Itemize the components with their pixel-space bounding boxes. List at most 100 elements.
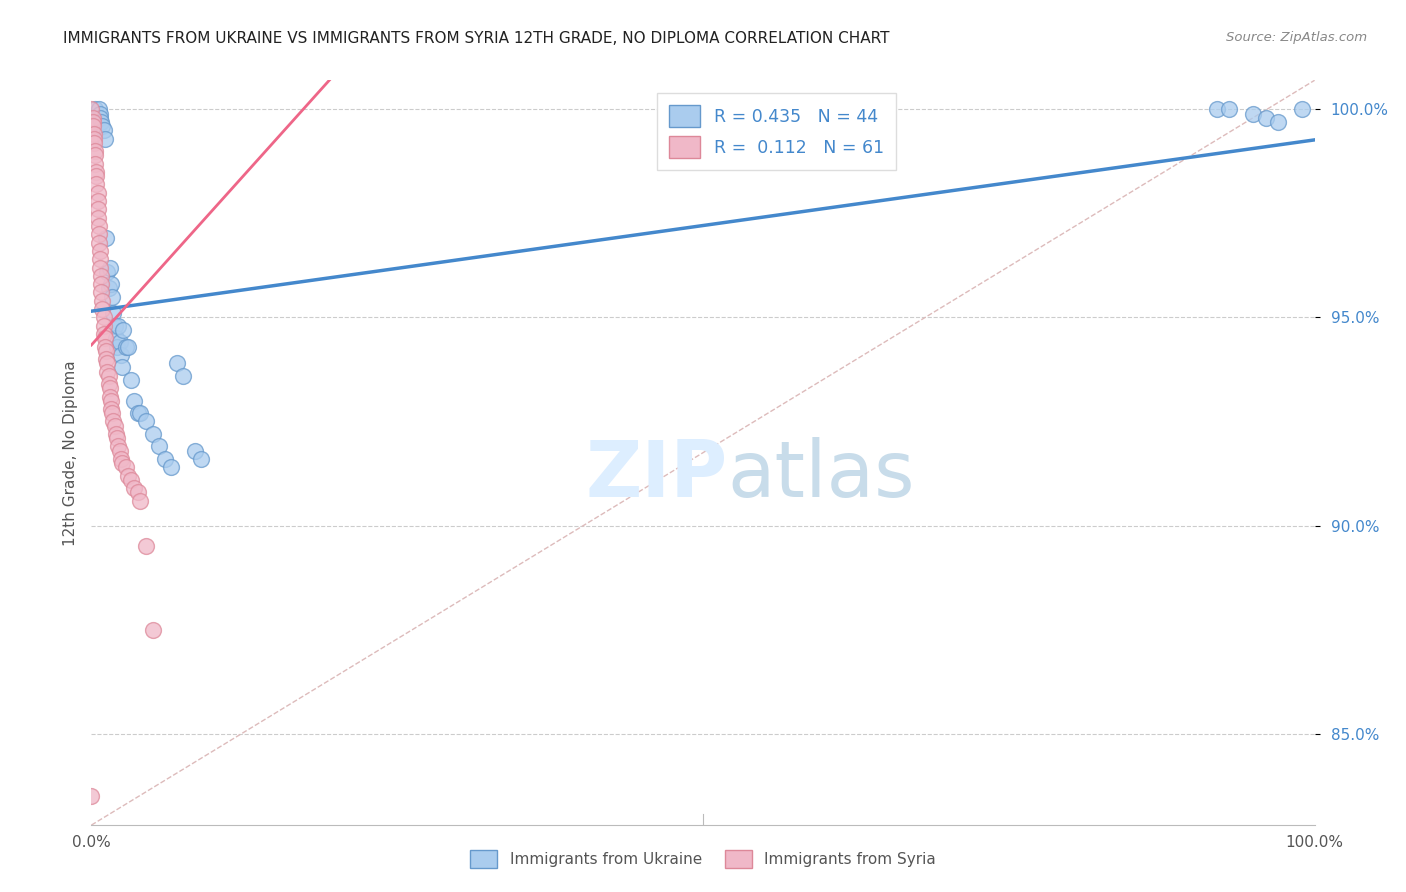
Point xyxy=(97,281,120,295)
Point xyxy=(94,352,117,367)
Point xyxy=(101,290,124,304)
Point xyxy=(104,427,127,442)
Point xyxy=(93,123,115,137)
Point xyxy=(135,539,157,553)
Point xyxy=(105,340,128,354)
Point xyxy=(94,131,117,145)
Point xyxy=(166,356,188,370)
Point xyxy=(114,460,136,475)
Point xyxy=(84,165,107,179)
Point xyxy=(94,340,117,354)
Point xyxy=(86,202,108,217)
Point xyxy=(89,244,111,258)
Y-axis label: 12th Grade, No Diploma: 12th Grade, No Diploma xyxy=(62,359,77,546)
Point xyxy=(108,335,131,350)
Point xyxy=(83,136,105,150)
Point xyxy=(90,277,112,292)
Text: atlas: atlas xyxy=(727,437,915,513)
Point xyxy=(110,348,132,362)
Point xyxy=(93,327,115,342)
Point xyxy=(104,318,127,333)
Point xyxy=(1267,115,1289,129)
Text: Source: ZipAtlas.com: Source: ZipAtlas.com xyxy=(1226,31,1367,45)
Point xyxy=(108,443,131,458)
Point xyxy=(83,128,105,142)
Point xyxy=(127,406,149,420)
Point xyxy=(112,323,135,337)
Point xyxy=(148,440,170,454)
Point xyxy=(84,178,107,192)
Legend: Immigrants from Ukraine, Immigrants from Syria: Immigrants from Ukraine, Immigrants from… xyxy=(464,844,942,873)
Point xyxy=(111,360,134,375)
Point xyxy=(93,318,115,333)
Point xyxy=(82,111,104,125)
Point xyxy=(107,318,129,333)
Point xyxy=(80,103,103,117)
Point xyxy=(84,148,107,162)
Point xyxy=(103,415,125,429)
Point xyxy=(91,119,114,133)
Point xyxy=(129,493,152,508)
Point xyxy=(153,451,176,466)
Point xyxy=(111,456,134,470)
Point xyxy=(107,440,129,454)
Point xyxy=(120,473,142,487)
Point xyxy=(84,103,107,117)
Point xyxy=(110,451,132,466)
Point xyxy=(86,211,108,225)
Point xyxy=(122,393,145,408)
Point xyxy=(94,343,117,358)
Point xyxy=(96,365,118,379)
Point xyxy=(101,406,124,420)
Point xyxy=(114,340,136,354)
Point xyxy=(86,194,108,208)
Legend: R = 0.435   N = 44, R =  0.112   N = 61: R = 0.435 N = 44, R = 0.112 N = 61 xyxy=(657,93,896,170)
Point xyxy=(1205,103,1227,117)
Point xyxy=(141,623,163,637)
Point xyxy=(93,310,115,325)
Point xyxy=(1254,111,1277,125)
Point xyxy=(90,285,112,300)
Point xyxy=(129,406,152,420)
Point xyxy=(87,103,110,117)
Point xyxy=(82,115,104,129)
Point xyxy=(96,265,118,279)
Point xyxy=(160,460,183,475)
Point xyxy=(103,306,125,320)
Point xyxy=(117,468,139,483)
Point xyxy=(89,260,111,275)
Point xyxy=(122,481,145,495)
Point xyxy=(104,331,127,345)
Point xyxy=(127,485,149,500)
Point xyxy=(97,377,120,392)
Point xyxy=(100,277,122,292)
Point xyxy=(84,169,107,183)
Point xyxy=(94,331,117,345)
Point xyxy=(80,789,103,803)
Point xyxy=(89,252,111,267)
Point xyxy=(117,340,139,354)
Point xyxy=(1218,103,1240,117)
Point xyxy=(172,368,194,383)
Point xyxy=(90,115,112,129)
Point xyxy=(100,402,122,417)
Point xyxy=(105,431,128,445)
Point xyxy=(100,393,122,408)
Point xyxy=(94,231,117,245)
Point xyxy=(91,302,114,317)
Point xyxy=(120,373,142,387)
Point xyxy=(83,131,105,145)
Point xyxy=(1243,106,1265,120)
Point xyxy=(98,390,121,404)
Point xyxy=(91,293,114,308)
Point xyxy=(86,186,108,200)
Point xyxy=(87,227,110,242)
Point xyxy=(97,368,120,383)
Point xyxy=(84,144,107,158)
Point xyxy=(87,235,110,250)
Point xyxy=(87,219,110,233)
Point xyxy=(190,451,212,466)
Point xyxy=(84,156,107,170)
Point xyxy=(104,418,127,433)
Point xyxy=(1291,103,1313,117)
